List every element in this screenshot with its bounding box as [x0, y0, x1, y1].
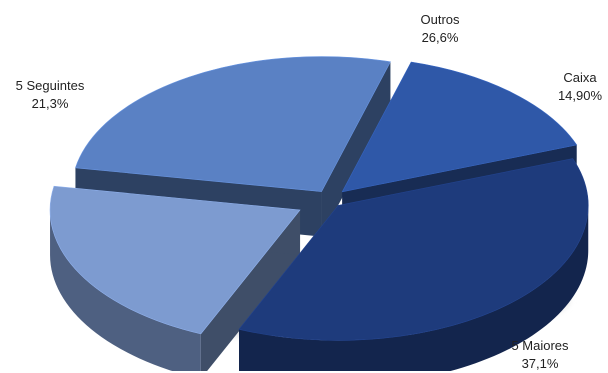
slice-value-5-seguintes: 21,3% — [31, 96, 69, 111]
slice-name-caixa: Caixa — [563, 70, 597, 85]
slice-value-5-maiores: 37,1% — [521, 356, 559, 371]
slice-value-caixa: 14,90% — [557, 88, 603, 103]
slice-top-caixa — [341, 61, 578, 193]
slice-rim-5-seguintes-0 — [50, 209, 201, 371]
slice-top-5-maiores — [238, 158, 589, 341]
slice-name-5-seguintes: 5 Seguintes — [15, 78, 85, 93]
pie-slices — [49, 56, 589, 371]
slice-name-outros: Outros — [420, 12, 460, 27]
slice-name-5-maiores: 5 Maiores — [511, 338, 569, 353]
slice-top-outros — [75, 56, 391, 192]
slice-5-maiores — [238, 158, 589, 371]
slice-label-outros: Outros 26,6% — [390, 11, 490, 47]
slice-label-caixa: Caixa 14,90% — [540, 69, 608, 105]
slice-label-5-seguintes: 5 Seguintes 21,3% — [0, 77, 100, 113]
slice-rim-5-maiores-0 — [239, 205, 589, 371]
slice-wall-outros-1 — [321, 61, 391, 237]
slice-value-outros: 26,6% — [421, 30, 459, 45]
slice-label-5-maiores: 5 Maiores 37,1% — [490, 337, 590, 373]
slice-top-5-seguintes — [49, 185, 301, 335]
slice-5-seguintes — [49, 185, 301, 371]
